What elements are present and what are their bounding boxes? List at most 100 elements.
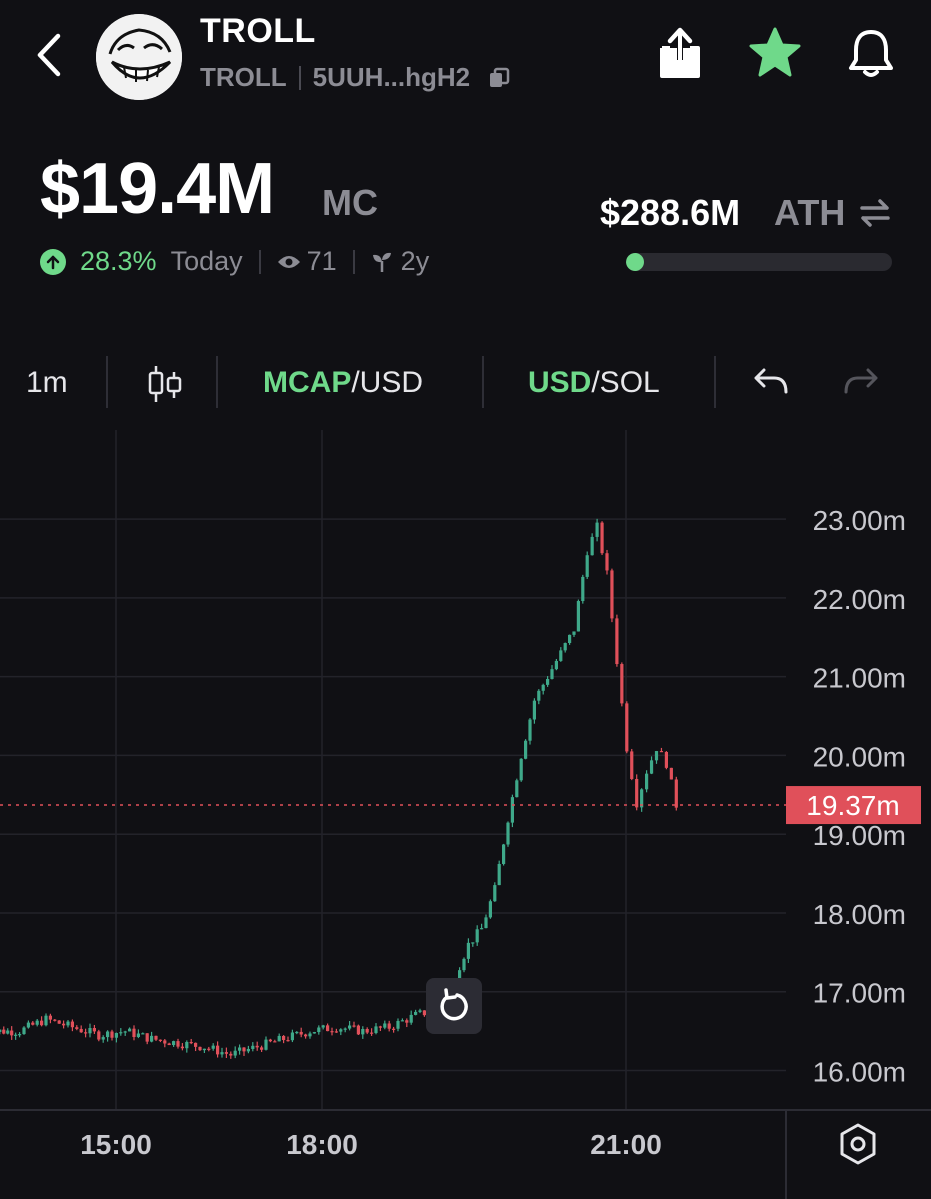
candle — [75, 1027, 79, 1029]
candle — [224, 1052, 228, 1054]
token-ticker: TROLL — [200, 62, 287, 92]
mcap-usd-toggle[interactable]: MCAP/USD — [263, 366, 423, 400]
candle — [568, 634, 572, 644]
y-tick-label: 21.00m — [813, 663, 906, 694]
market-cap-label: MC — [322, 182, 378, 223]
candle — [308, 1033, 312, 1037]
candle — [510, 797, 514, 823]
candle — [84, 1032, 88, 1034]
bell-icon[interactable] — [846, 26, 896, 80]
y-tick-label: 20.00m — [813, 741, 906, 772]
candle — [304, 1034, 308, 1037]
undo-icon[interactable] — [752, 366, 790, 398]
star-icon[interactable] — [748, 26, 802, 80]
candle — [352, 1025, 356, 1027]
candlestick-icon[interactable] — [146, 364, 184, 404]
candle — [48, 1015, 52, 1020]
x-tick-label: 21:00 — [590, 1129, 662, 1160]
candle — [466, 942, 470, 959]
redo-icon[interactable] — [842, 366, 880, 398]
reset-chart-button[interactable] — [426, 978, 482, 1034]
candle — [106, 1031, 110, 1038]
candle — [180, 1046, 184, 1049]
candle — [114, 1032, 118, 1038]
usd-option: /USD — [351, 366, 424, 399]
candle — [119, 1032, 123, 1034]
candle — [128, 1028, 132, 1032]
candle — [189, 1041, 193, 1044]
candle — [585, 555, 589, 577]
change-period: Today — [170, 246, 243, 276]
candle — [53, 1019, 57, 1021]
candle — [299, 1031, 303, 1035]
candle — [659, 751, 664, 753]
divider — [258, 249, 261, 274]
back-icon[interactable] — [30, 30, 70, 80]
candle — [229, 1053, 233, 1056]
share-icon[interactable] — [658, 26, 702, 80]
swap-icon[interactable] — [858, 196, 892, 230]
candle — [163, 1040, 167, 1044]
candle — [167, 1043, 171, 1046]
y-tick-label: 17.00m — [813, 978, 906, 1009]
token-age: 2y — [400, 246, 430, 276]
mcap-option: MCAP — [263, 366, 352, 399]
candle — [550, 669, 554, 679]
y-tick-label: 19.00m — [813, 820, 906, 851]
copy-icon[interactable] — [488, 67, 510, 89]
token-subtitle: TROLL 5UUH...hgH2 — [200, 62, 510, 93]
candle — [422, 1010, 426, 1016]
candle — [145, 1033, 149, 1042]
candle — [216, 1045, 220, 1055]
token-address[interactable]: 5UUH...hgH2 — [312, 62, 471, 92]
candle — [150, 1035, 154, 1042]
candle — [471, 942, 475, 944]
candle — [563, 643, 567, 651]
candle — [348, 1025, 352, 1029]
settings-icon[interactable] — [838, 1122, 878, 1166]
candle — [282, 1035, 286, 1041]
candle — [79, 1028, 83, 1033]
current-price-tag — [786, 786, 921, 825]
candle — [493, 885, 497, 902]
candle — [6, 1030, 10, 1034]
candle — [194, 1042, 198, 1047]
candle — [207, 1048, 211, 1050]
candle — [554, 660, 558, 670]
sol-option: /SOL — [591, 366, 660, 399]
interval-selector[interactable]: 1m — [26, 366, 68, 399]
candle — [176, 1041, 180, 1047]
candle — [185, 1041, 189, 1049]
candle — [595, 522, 599, 537]
candle — [88, 1027, 92, 1034]
divider — [352, 249, 355, 274]
candle — [405, 1020, 409, 1023]
candle — [615, 618, 619, 665]
candle — [524, 740, 528, 759]
divider — [714, 356, 716, 408]
price-chart[interactable]: 23.00m 22.00m 21.00m 20.00m 19.00m 18.00m 17.0… — [0, 430, 931, 1199]
candle — [387, 1023, 391, 1029]
candle — [264, 1039, 268, 1050]
x-tick-label: 18:00 — [286, 1129, 358, 1160]
candle — [233, 1050, 237, 1056]
y-tick-label: 22.00m — [813, 584, 906, 615]
candle — [10, 1030, 14, 1036]
candle — [154, 1035, 158, 1040]
divider — [106, 356, 108, 408]
usd-sol-toggle[interactable]: USD/SOL — [528, 366, 660, 400]
candle — [528, 719, 532, 741]
candle — [361, 1028, 365, 1035]
candle — [26, 1022, 30, 1028]
candle — [92, 1027, 96, 1032]
candle — [559, 650, 563, 661]
candle — [383, 1023, 387, 1028]
candle — [326, 1025, 330, 1032]
candle — [66, 1021, 70, 1026]
candle — [506, 822, 510, 845]
candle — [519, 758, 523, 781]
candle — [515, 780, 519, 798]
candle — [392, 1028, 396, 1030]
candle — [581, 576, 585, 602]
candle — [572, 631, 576, 635]
